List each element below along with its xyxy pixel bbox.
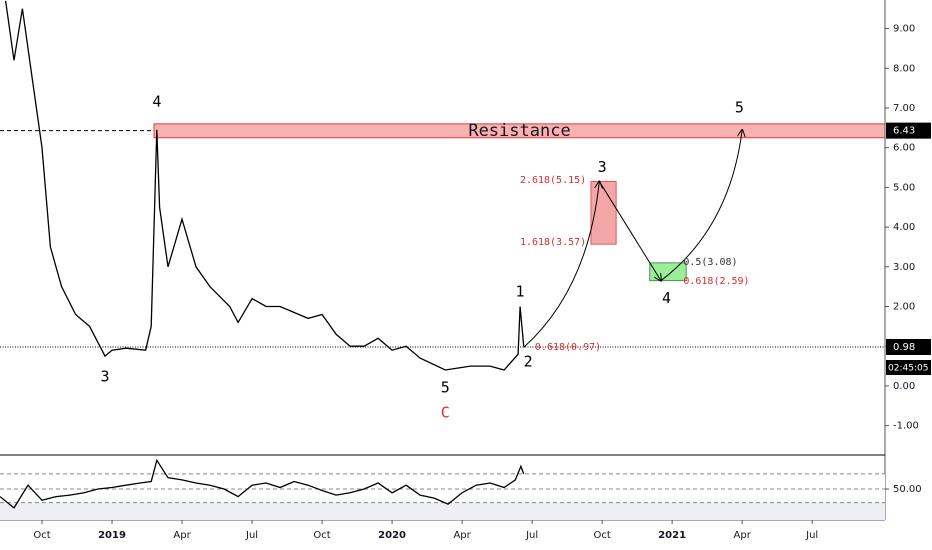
x-tick-label: Jul <box>805 530 818 541</box>
resistance-label: Resistance <box>468 121 570 141</box>
indicator-series <box>0 458 525 509</box>
countdown-tag <box>886 360 931 376</box>
x-tick-label: Jul <box>525 530 538 541</box>
price-tag <box>886 122 931 139</box>
wave-label: 2 <box>524 353 533 371</box>
y-tick-label: 2.00 <box>893 302 915 313</box>
fib-label: 0.618(2.59) <box>683 276 749 287</box>
lower-band <box>0 502 885 520</box>
x-tick-label: Apr <box>734 530 752 541</box>
projection-arrow <box>523 181 600 348</box>
y-tick-label: 50.00 <box>893 484 922 495</box>
x-tick-label: Apr <box>453 530 471 541</box>
band <box>0 473 885 503</box>
x-tick-label: 2020 <box>378 530 406 541</box>
y-tick-label: 3.00 <box>893 262 915 273</box>
fib-label: 1.618(3.57) <box>520 237 586 248</box>
y-tick-label: 0.00 <box>893 381 915 392</box>
x-tick-label: Apr <box>173 530 191 541</box>
wave-label: 3 <box>598 158 607 176</box>
wave-label: 5 <box>441 378 450 396</box>
y-tick-label: 5.00 <box>893 182 915 193</box>
projection-arrow <box>660 130 742 282</box>
fib-label: 0.5(3.08) <box>683 257 737 268</box>
price-tag <box>886 339 931 356</box>
x-tick-label: Oct <box>33 530 50 541</box>
wave-label: 3 <box>101 367 110 385</box>
price-tag-label: 0.98 <box>893 342 915 353</box>
price-series <box>4 0 525 371</box>
y-tick-label: 7.00 <box>893 103 915 114</box>
x-tick-label: 2021 <box>658 530 686 541</box>
wave-label: 4 <box>152 93 161 111</box>
y-tick-label: 9.00 <box>893 24 915 35</box>
y-tick-label: -1.00 <box>893 421 919 432</box>
countdown: 02:45:05 <box>888 364 928 374</box>
y-tick-label: 4.00 <box>893 222 915 233</box>
y-tick-label: 8.00 <box>893 63 915 74</box>
fib-label: 2.618(5.15) <box>520 175 586 186</box>
wave-label: 4 <box>662 289 671 307</box>
y-tick-label: 6.00 <box>893 143 915 154</box>
wave-label: 1 <box>516 282 525 300</box>
x-tick-label: Oct <box>593 530 610 541</box>
x-tick-label: 2019 <box>98 530 126 541</box>
x-tick-label: Jul <box>245 530 258 541</box>
fib-label: 0.618(0.97) <box>535 342 601 353</box>
x-tick-label: Oct <box>313 530 330 541</box>
projection-arrow <box>598 181 661 280</box>
wave-label: 5 <box>735 98 744 116</box>
price-tag-label: 6.43 <box>893 126 915 137</box>
wave-label: C <box>441 403 450 421</box>
